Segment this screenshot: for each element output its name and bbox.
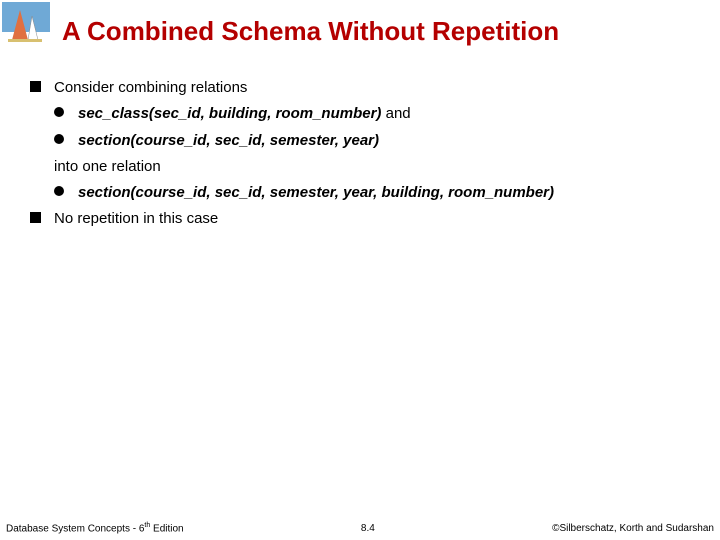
logo-image xyxy=(2,2,50,50)
bullet-text: sec_class(sec_id, building, room_number)… xyxy=(78,105,411,122)
bullet-text: section(course_id, sec_id, semester, yea… xyxy=(78,184,554,201)
bullet-level2: section(course_id, sec_id, semester, yea… xyxy=(54,183,700,203)
bullet-text: Consider combining relations xyxy=(54,79,247,96)
bullet-text: into one relation xyxy=(54,158,161,175)
bullet-level2: section(course_id, sec_id, semester, yea… xyxy=(54,131,700,151)
bullet-level1: Consider combining relations xyxy=(30,78,700,98)
bullet-level1: No repetition in this case xyxy=(30,209,700,229)
circle-bullet-icon xyxy=(54,107,64,117)
square-bullet-icon xyxy=(30,81,41,92)
bullet-continuation: into one relation xyxy=(54,157,700,177)
bullet-text: No repetition in this case xyxy=(54,210,218,227)
bullet-text: section(course_id, sec_id, semester, yea… xyxy=(78,132,379,149)
slide-title: A Combined Schema Without Repetition xyxy=(62,16,710,47)
square-bullet-icon xyxy=(30,212,41,223)
circle-bullet-icon xyxy=(54,186,64,196)
slide-content: Consider combining relations sec_class(s… xyxy=(30,78,700,236)
circle-bullet-icon xyxy=(54,134,64,144)
footer-left: Database System Concepts - 6th Edition xyxy=(6,522,184,534)
footer-page-number: 8.4 xyxy=(361,523,375,534)
footer-copyright: ©Silberschatz, Korth and Sudarshan xyxy=(552,523,714,534)
bullet-level2: sec_class(sec_id, building, room_number)… xyxy=(54,104,700,124)
slide-footer: Database System Concepts - 6th Edition 8… xyxy=(6,522,714,534)
